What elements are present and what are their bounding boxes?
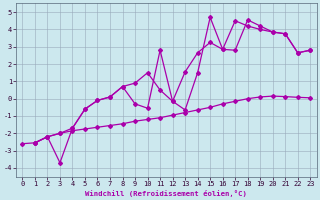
X-axis label: Windchill (Refroidissement éolien,°C): Windchill (Refroidissement éolien,°C) — [85, 190, 247, 197]
